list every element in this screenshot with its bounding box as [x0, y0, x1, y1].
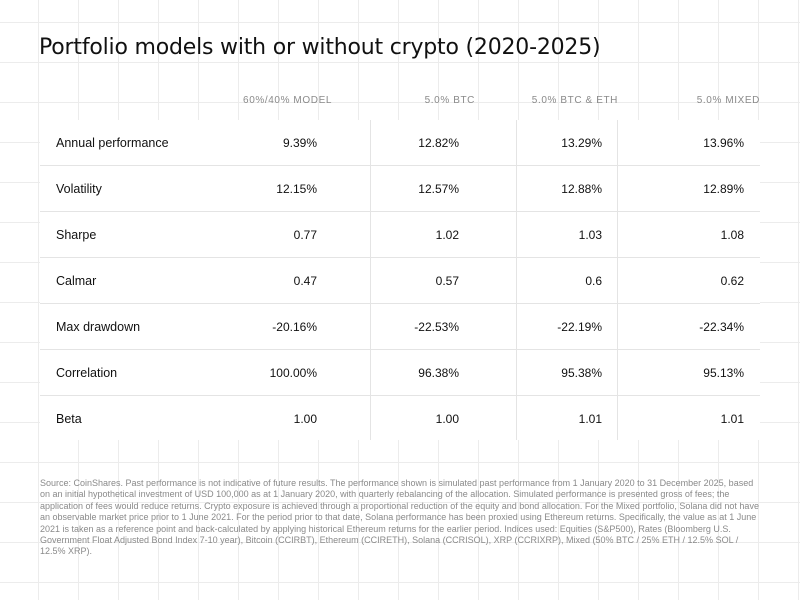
row-label: Beta	[56, 412, 82, 426]
cell-60-40-model: 0.77	[293, 228, 317, 242]
cell-btc: 12.57%	[418, 182, 459, 196]
column-divider	[617, 120, 618, 440]
column-header-row: 60%/40% MODEL 5.0% BTC 5.0% BTC & ETH 5.…	[40, 82, 760, 118]
source-note: Source: CoinShares. Past performance is …	[40, 478, 759, 557]
cell-mixed: 1.08	[720, 228, 744, 242]
column-divider	[516, 120, 517, 440]
cell-60-40-model: 12.15%	[276, 182, 317, 196]
cell-mixed: 1.01	[720, 412, 744, 426]
cell-btc-eth: 13.29%	[561, 136, 602, 150]
row-label: Correlation	[56, 366, 118, 380]
column-divider	[370, 120, 371, 440]
cell-btc-eth: 1.03	[578, 228, 602, 242]
cell-btc: -22.53%	[414, 320, 459, 334]
cell-btc: 96.38%	[418, 366, 459, 380]
cell-60-40-model: 9.39%	[282, 136, 317, 150]
table-row-beta: Beta 1.00 1.00 1.01 1.01	[40, 396, 760, 441]
table-row-sharpe: Sharpe 0.77 1.02 1.03 1.08	[40, 212, 760, 258]
cell-btc-eth: 95.38%	[561, 366, 602, 380]
cell-btc: 1.02	[435, 228, 459, 242]
cell-60-40-model: 1.00	[293, 412, 317, 426]
cell-btc: 12.82%	[418, 136, 459, 150]
cell-btc-eth: 0.6	[585, 274, 602, 288]
cell-mixed: 0.62	[720, 274, 744, 288]
row-label: Calmar	[56, 274, 97, 288]
cell-btc: 0.57	[435, 274, 459, 288]
chart-title: Portfolio models with or without crypto …	[39, 35, 601, 60]
cell-60-40-model: -20.16%	[272, 320, 317, 334]
row-label: Max drawdown	[56, 320, 141, 334]
table-row-calmar: Calmar 0.47 0.57 0.6 0.62	[40, 258, 760, 304]
cell-mixed: 95.13%	[703, 366, 744, 380]
row-label: Volatility	[56, 182, 102, 196]
cell-60-40-model: 100.00%	[269, 366, 317, 380]
cell-btc-eth: -22.19%	[557, 320, 602, 334]
column-header-btc-eth: 5.0% BTC & ETH	[531, 95, 618, 106]
row-label: Sharpe	[56, 228, 97, 242]
metrics-table: Annual performance 9.39% 12.82% 13.29% 1…	[40, 120, 760, 440]
table-row-annual-performance: Annual performance 9.39% 12.82% 13.29% 1…	[40, 120, 760, 166]
table-row-max-drawdown: Max drawdown -20.16% -22.53% -22.19% -22…	[40, 304, 760, 350]
table-row-correlation: Correlation 100.00% 96.38% 95.38% 95.13%	[40, 350, 760, 396]
cell-btc: 1.00	[435, 412, 459, 426]
cell-mixed: -22.34%	[699, 320, 744, 334]
column-header-btc: 5.0% BTC	[424, 95, 475, 106]
cell-60-40-model: 0.47	[293, 274, 317, 288]
table-row-volatility: Volatility 12.15% 12.57% 12.88% 12.89%	[40, 166, 760, 212]
cell-mixed: 13.96%	[703, 136, 744, 150]
column-header-60-40-model: 60%/40% MODEL	[243, 95, 332, 106]
row-label: Annual performance	[56, 136, 169, 150]
column-header-mixed: 5.0% MIXED	[696, 95, 760, 106]
cell-mixed: 12.89%	[703, 182, 744, 196]
cell-btc-eth: 1.01	[578, 412, 602, 426]
cell-btc-eth: 12.88%	[561, 182, 602, 196]
